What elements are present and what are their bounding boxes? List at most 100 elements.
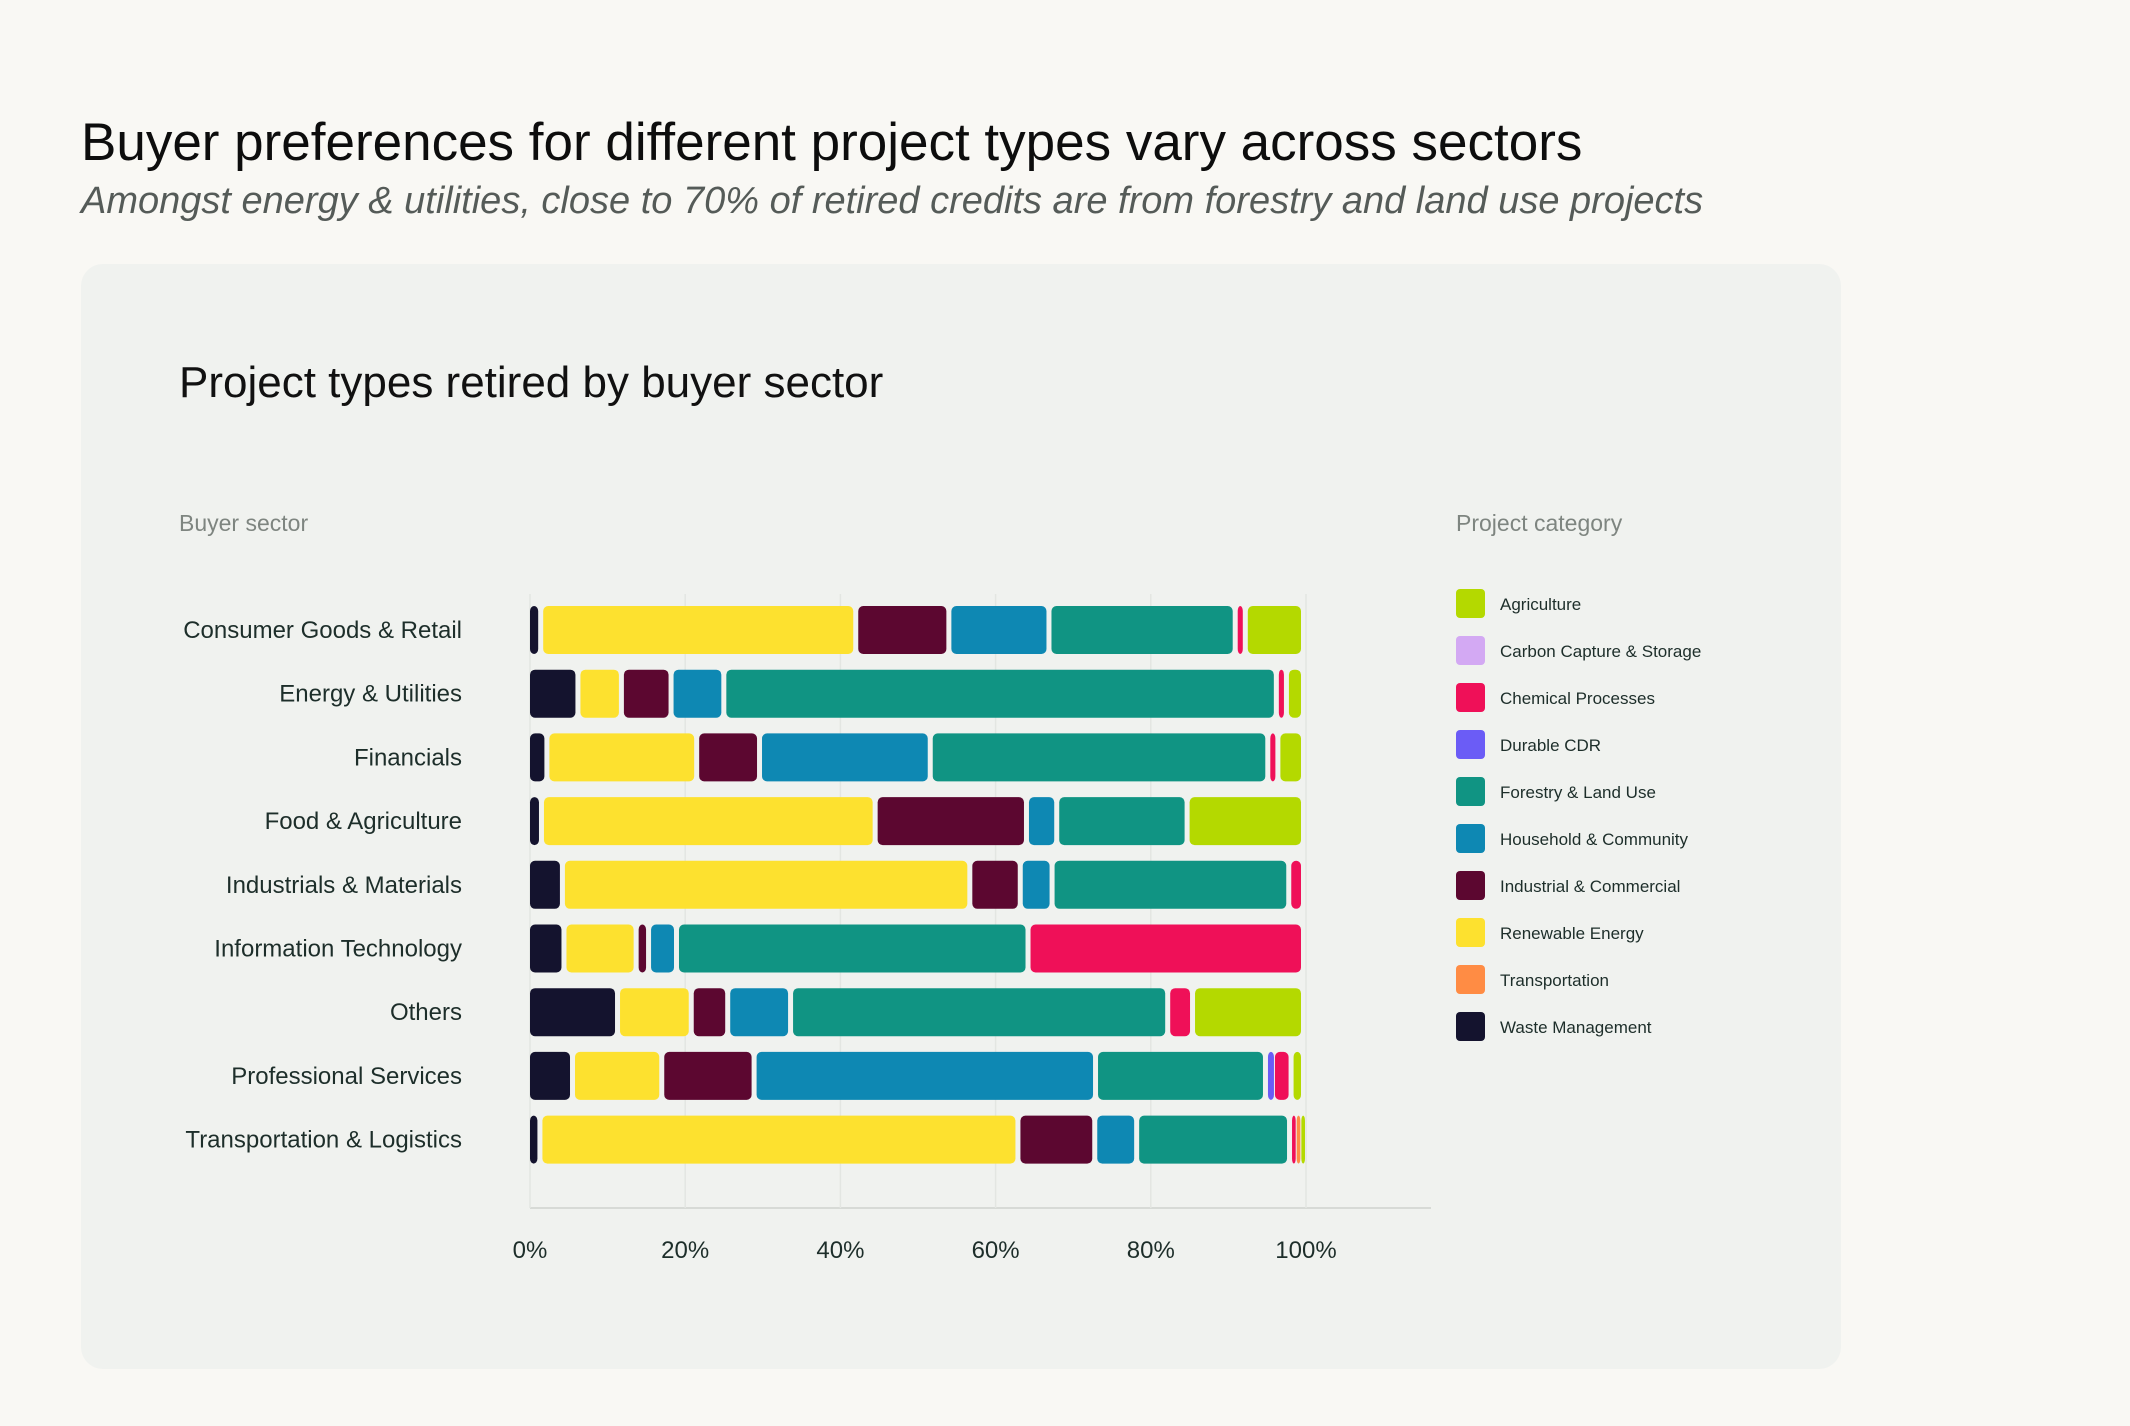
legend-label-carbon-capture-and-storage: Carbon Capture & Storage	[1500, 642, 1701, 661]
sector-labels: Consumer Goods & Retail Energy & Utilitie…	[183, 617, 462, 1154]
bar-segment-industrial-and-commercial	[693, 988, 726, 1037]
x-ticks: 0% 20% 40% 60% 80% 100%	[513, 1237, 1337, 1264]
legend-swatch-durable-cdr	[1456, 730, 1485, 759]
sector-label-others: Others	[390, 999, 462, 1026]
bar-segment-forestry-and-land-use	[1054, 860, 1287, 909]
legend-label-durable-cdr: Durable CDR	[1500, 736, 1601, 755]
bar-segment-household-and-community	[1022, 860, 1050, 909]
bar-segment-renewable-energy	[542, 1115, 1016, 1164]
bar-segment-waste-management	[530, 733, 545, 782]
bar-segment-household-and-community	[651, 924, 674, 973]
chart-title: Project types retired by buyer sector	[179, 358, 883, 407]
bar-segment-household-and-community	[762, 733, 928, 782]
legend-swatch-carbon-capture-and-storage	[1456, 636, 1485, 665]
bar-segment-forestry-and-land-use	[932, 733, 1266, 782]
bar-segment-chemical-processes	[1274, 1051, 1289, 1100]
bar-segment-waste-management	[530, 988, 616, 1037]
bar-segment-household-and-community	[730, 988, 789, 1037]
x-tick-label: 20%	[661, 1237, 709, 1264]
bar-row-industrials-and-materials	[530, 860, 1301, 909]
legend-label-chemical-processes: Chemical Processes	[1500, 689, 1655, 708]
bar-segment-agriculture	[1293, 1051, 1301, 1100]
legend-swatch-waste-management	[1456, 1012, 1485, 1041]
bar-row-food-and-agriculture	[530, 797, 1301, 846]
bar-segment-chemical-processes	[1170, 988, 1191, 1037]
bar-segment-forestry-and-land-use	[1098, 1051, 1263, 1100]
legend-swatch-chemical-processes	[1456, 683, 1485, 712]
bar-segment-waste-management	[530, 797, 539, 846]
bar-segment-forestry-and-land-use	[1059, 797, 1185, 846]
bar-segment-industrial-and-commercial	[972, 860, 1018, 909]
bar-segment-forestry-and-land-use	[1139, 1115, 1288, 1164]
bar-segment-transportation	[1296, 1115, 1301, 1164]
bar-segment-waste-management	[530, 669, 576, 718]
sector-label-financials: Financials	[354, 744, 462, 771]
sector-label-information-technology: Information Technology	[214, 936, 462, 963]
bars	[530, 606, 1305, 1164]
legend-swatch-transportation	[1456, 965, 1485, 994]
x-tick-label: 60%	[972, 1237, 1020, 1264]
bar-segment-forestry-and-land-use	[1051, 606, 1233, 654]
bar-segment-household-and-community	[1028, 797, 1055, 846]
bar-segment-industrial-and-commercial	[638, 924, 647, 973]
y-axis-caption: Buyer sector	[179, 510, 308, 536]
bar-segment-waste-management	[530, 924, 562, 973]
bar-segment-industrial-and-commercial	[623, 669, 669, 718]
bar-segment-household-and-community	[1097, 1115, 1135, 1164]
bar-segment-industrial-and-commercial	[1020, 1115, 1093, 1164]
bar-row-energy-and-utilities	[530, 669, 1301, 718]
bar-segment-chemical-processes	[1278, 669, 1284, 718]
bar-segment-renewable-energy	[566, 924, 634, 973]
bar-segment-household-and-community	[673, 669, 722, 718]
bar-segment-forestry-and-land-use	[678, 924, 1026, 973]
bar-row-transportation-and-logistics	[530, 1115, 1305, 1164]
legend-label-agriculture: Agriculture	[1500, 595, 1581, 614]
sector-label-energy-and-utilities: Energy & Utilities	[279, 681, 462, 708]
legend-label-waste-management: Waste Management	[1500, 1018, 1652, 1037]
legend-swatch-renewable-energy	[1456, 918, 1485, 947]
bar-segment-agriculture	[1195, 988, 1301, 1037]
bar-segment-forestry-and-land-use	[793, 988, 1166, 1037]
bar-segment-chemical-processes	[1291, 860, 1301, 909]
bar-segment-industrial-and-commercial	[877, 797, 1024, 846]
bar-segment-waste-management	[530, 1115, 538, 1164]
bar-segment-waste-management	[530, 1051, 571, 1100]
legend-label-forestry-and-land-use: Forestry & Land Use	[1500, 783, 1656, 802]
x-tick-label: 0%	[513, 1237, 548, 1264]
legend-swatch-forestry-and-land-use	[1456, 777, 1485, 806]
bar-segment-chemical-processes	[1292, 1115, 1296, 1164]
legend-label-renewable-energy: Renewable Energy	[1500, 924, 1644, 943]
x-tick-label: 80%	[1127, 1237, 1175, 1264]
chart-svg: Project types retired by buyer sector Bu…	[179, 358, 1701, 1264]
bar-segment-industrial-and-commercial	[858, 606, 947, 654]
legend-swatch-agriculture	[1456, 589, 1485, 618]
legend-label-transportation: Transportation	[1500, 971, 1609, 990]
bar-segment-renewable-energy	[580, 669, 619, 718]
bar-segment-waste-management	[530, 606, 539, 654]
bar-row-financials	[530, 733, 1301, 782]
bar-segment-industrial-and-commercial	[664, 1051, 752, 1100]
bar-segment-industrial-and-commercial	[699, 733, 758, 782]
bar-segment-forestry-and-land-use	[726, 669, 1274, 718]
sector-label-consumer-goods-and-retail: Consumer Goods & Retail	[183, 617, 462, 644]
bar-segment-chemical-processes	[1030, 924, 1301, 973]
bar-segment-renewable-energy	[620, 988, 689, 1037]
chart-card: Project types retired by buyer sector Bu…	[81, 264, 1841, 1369]
bar-segment-agriculture	[1280, 733, 1301, 782]
bar-segment-household-and-community	[951, 606, 1047, 654]
legend-swatch-industrial-and-commercial	[1456, 871, 1485, 900]
bar-segment-agriculture	[1288, 669, 1301, 718]
sector-label-transportation-and-logistics: Transportation & Logistics	[185, 1127, 462, 1154]
bar-segment-agriculture	[1247, 606, 1301, 654]
bar-segment-renewable-energy	[543, 606, 854, 654]
bar-row-information-technology	[530, 924, 1301, 973]
bar-segment-household-and-community	[756, 1051, 1094, 1100]
bar-segment-waste-management	[530, 860, 560, 909]
bar-segment-renewable-energy	[575, 1051, 660, 1100]
bar-segment-agriculture	[1189, 797, 1301, 846]
bar-segment-chemical-processes	[1270, 733, 1276, 782]
legend-title: Project category	[1456, 510, 1623, 536]
bar-row-others	[530, 988, 1301, 1037]
x-tick-label: 100%	[1275, 1237, 1336, 1264]
legend: Agriculture Carbon Capture & Storage Chemi…	[1456, 589, 1701, 1041]
